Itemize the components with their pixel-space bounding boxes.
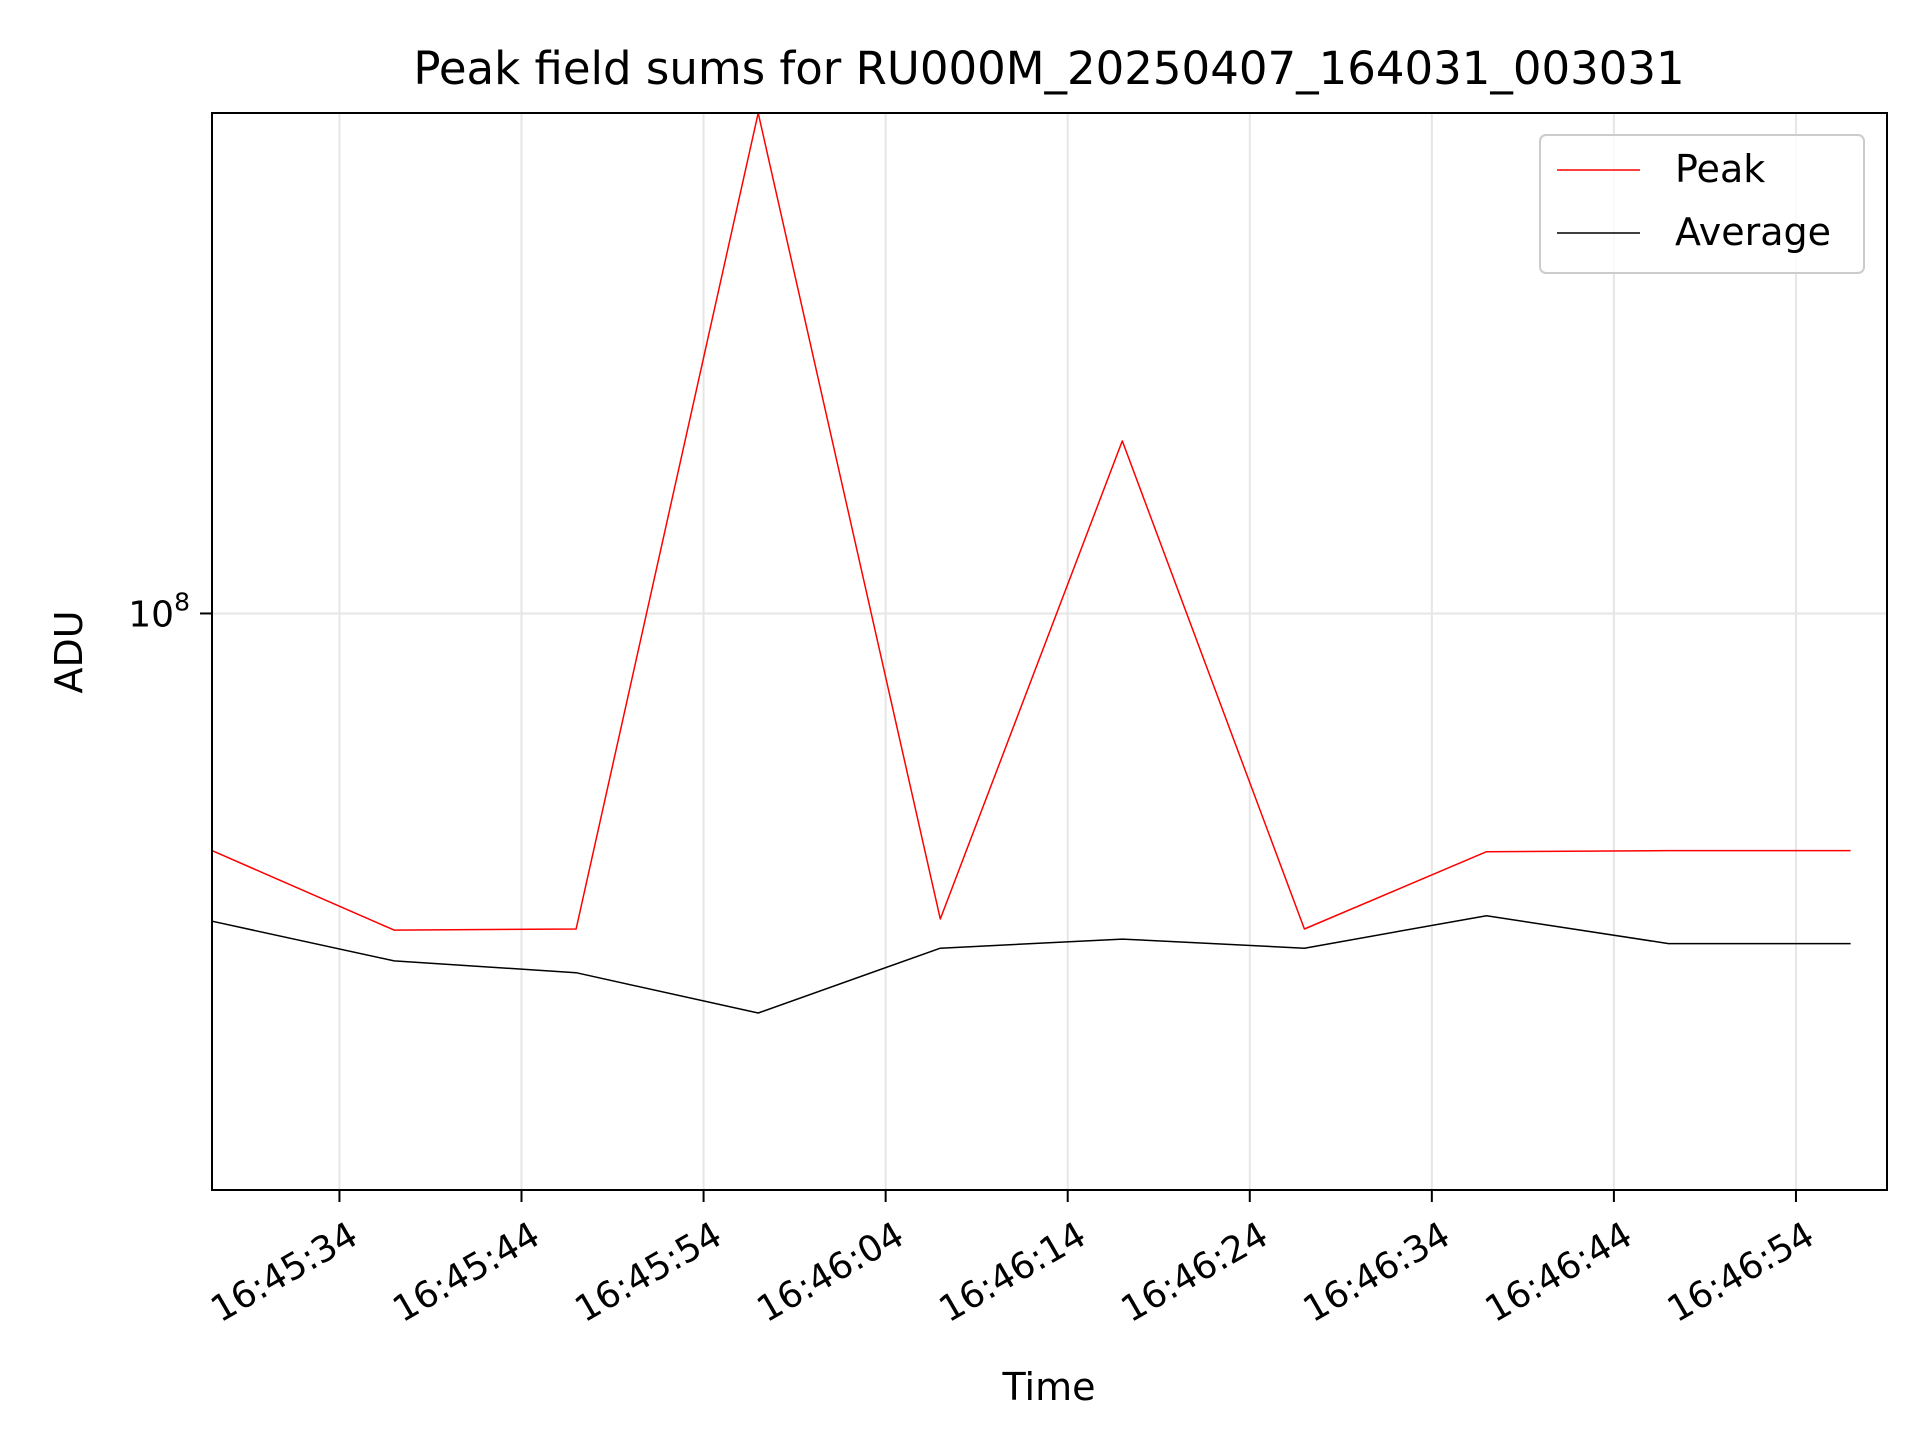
y-axis-label: ADU bbox=[47, 610, 91, 693]
data-point-average bbox=[939, 947, 941, 949]
data-point-average bbox=[1485, 915, 1487, 917]
grid bbox=[212, 113, 1887, 1190]
data-point-peak bbox=[1303, 928, 1305, 930]
legend-label-peak: Peak bbox=[1675, 147, 1765, 191]
series-lines bbox=[211, 112, 1852, 1014]
data-point-average bbox=[575, 972, 577, 974]
data-point-peak bbox=[1121, 440, 1123, 442]
data-point-average bbox=[1303, 947, 1305, 949]
data-point-peak bbox=[1850, 850, 1852, 852]
y-tick-label: 108 bbox=[128, 587, 190, 635]
x-axis-label: Time bbox=[1002, 1365, 1096, 1409]
data-point-average bbox=[393, 960, 395, 962]
y-tick-label-base: 10 bbox=[128, 594, 174, 635]
y-tick-label-exponent: 8 bbox=[174, 587, 190, 616]
series-line-peak bbox=[211, 112, 1851, 931]
plot-frame bbox=[211, 112, 1888, 1191]
legend-label-average: Average bbox=[1675, 210, 1831, 254]
data-point-average bbox=[757, 1012, 759, 1014]
chart-title: Peak field sums for RU000M_20250407_1640… bbox=[413, 42, 1684, 95]
legend: Peak Average bbox=[1539, 134, 1865, 274]
data-point-average bbox=[1850, 943, 1852, 945]
data-point-peak bbox=[939, 918, 941, 920]
series-line-average bbox=[211, 914, 1851, 1014]
data-point-average bbox=[1121, 938, 1123, 940]
data-point-peak bbox=[1668, 850, 1670, 852]
data-point-peak bbox=[393, 929, 395, 931]
data-point-peak bbox=[1485, 851, 1487, 853]
data-point-peak bbox=[575, 928, 577, 930]
data-point-average bbox=[1668, 943, 1670, 945]
